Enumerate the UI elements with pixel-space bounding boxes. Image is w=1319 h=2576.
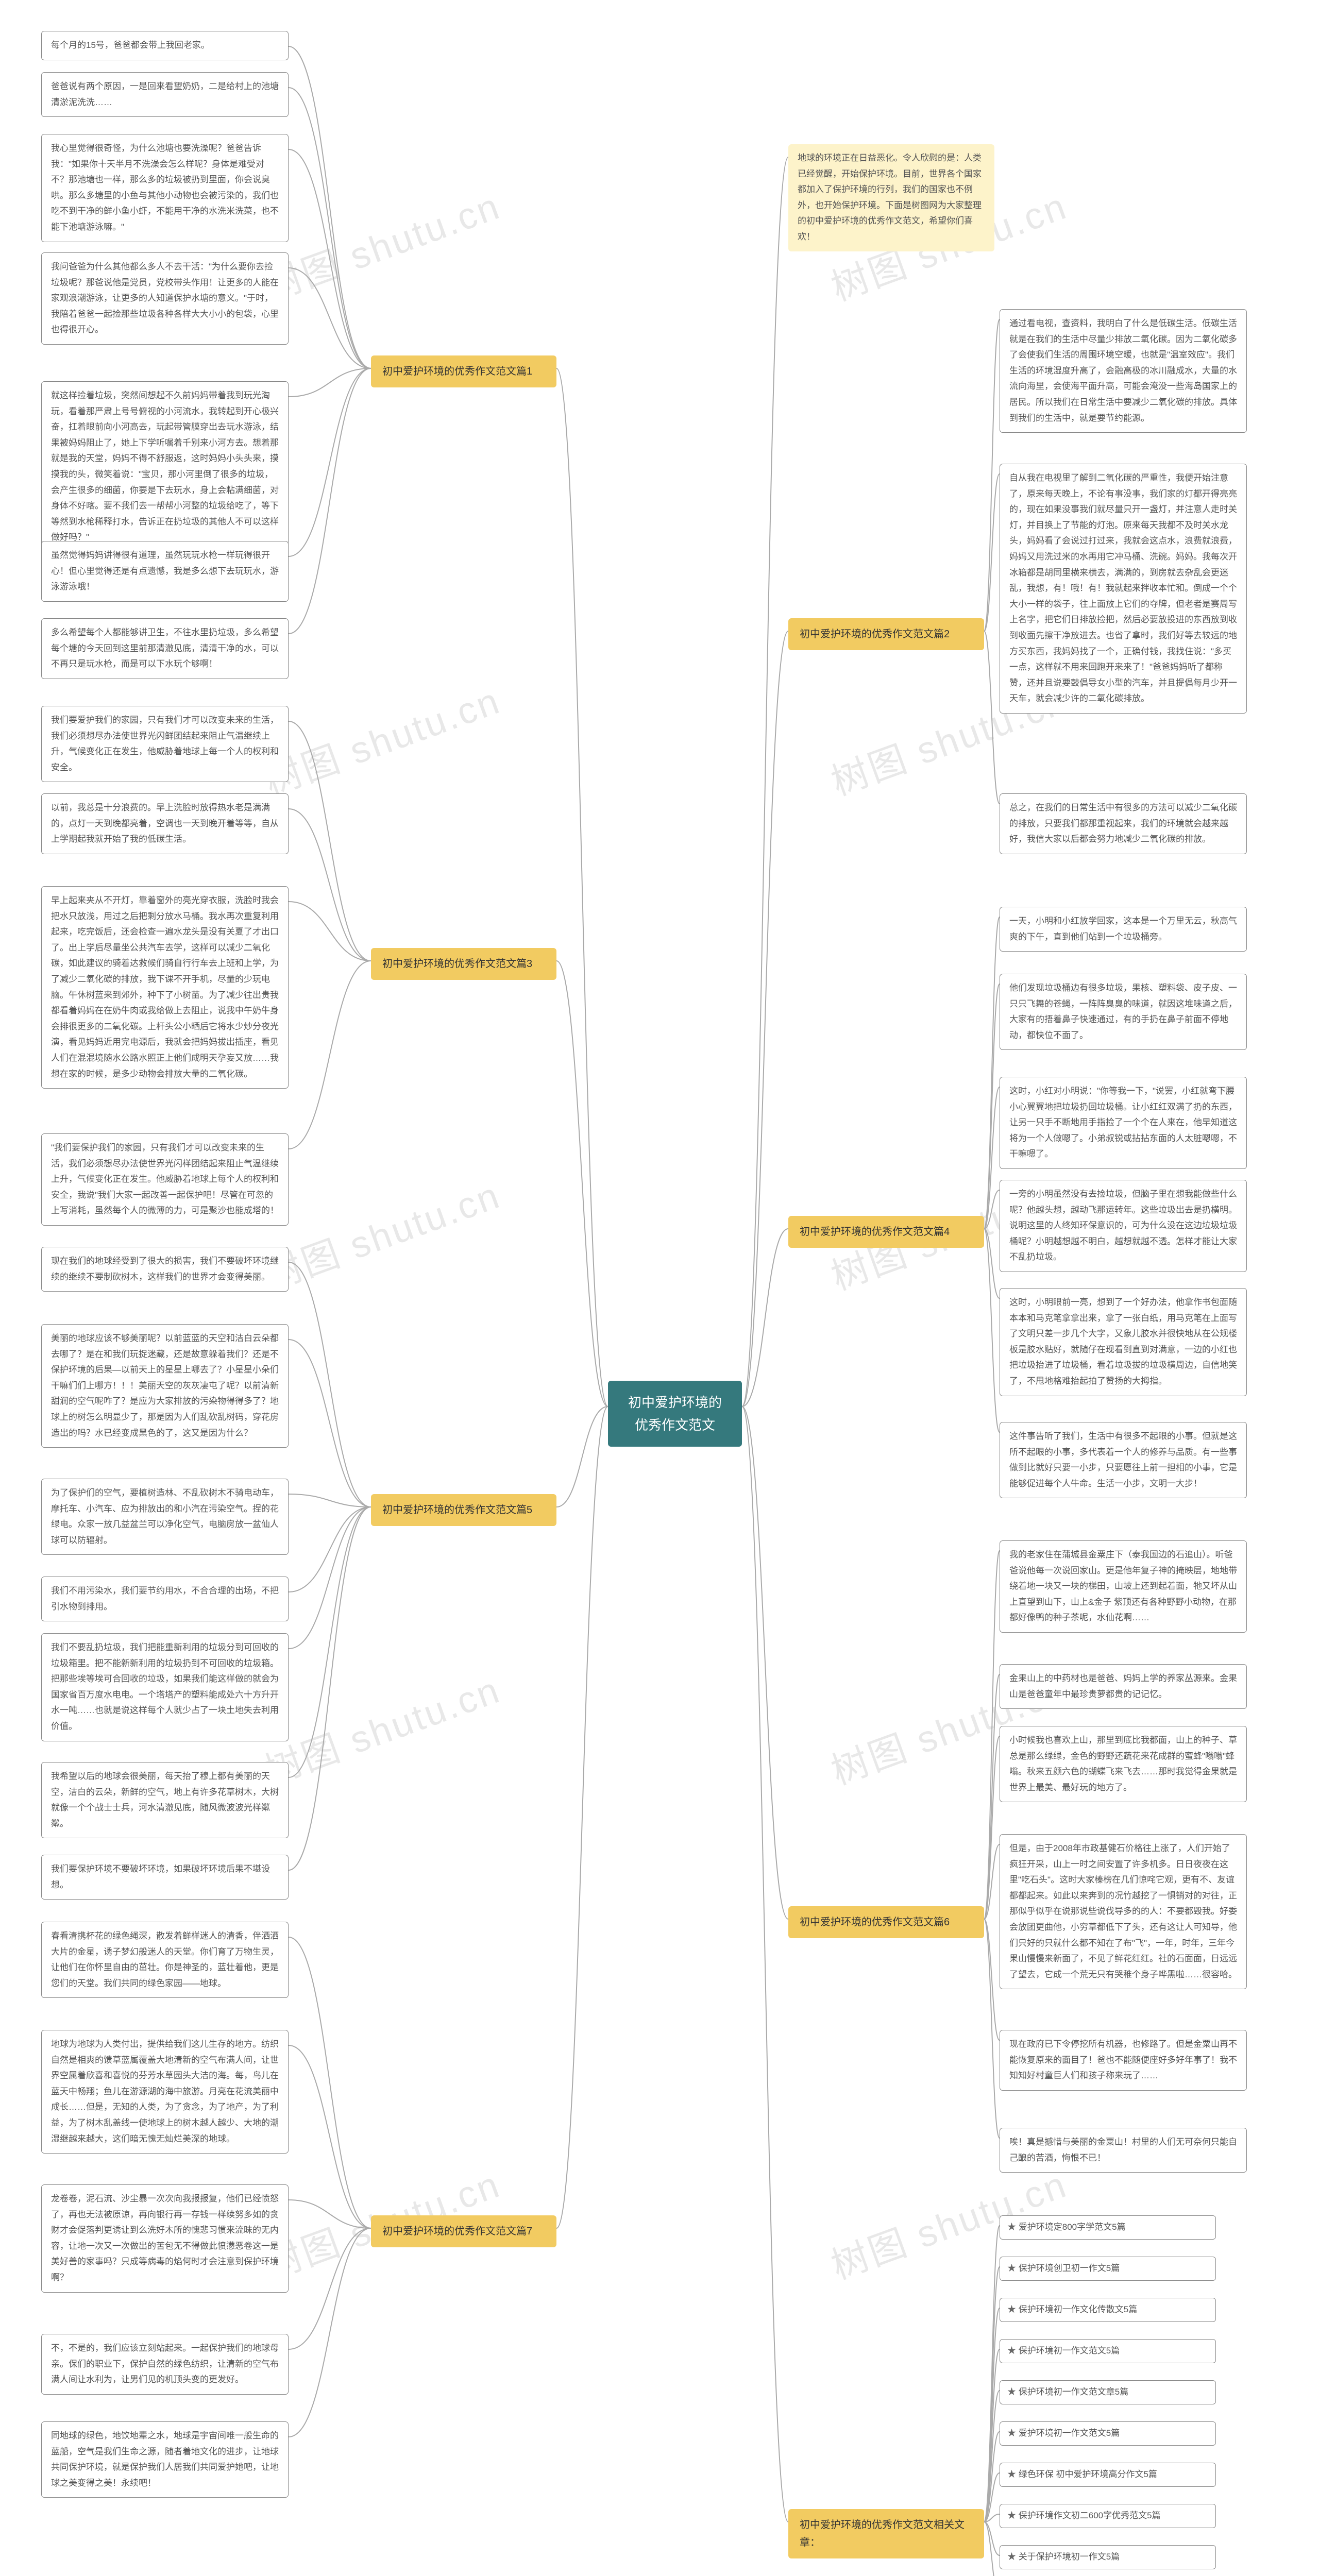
intro-node: 地球的环境正在日益恶化。令人欣慰的是：人类已经觉醒，开始保护环境。目前，世界各个… [788, 144, 994, 251]
watermark: 树图 shutu.cn [256, 176, 507, 311]
leaf-node: 就这样捡着垃圾，突然间想起不久前妈妈带着我到玩光淘玩，看着那严肃上号号俯视的小河… [41, 381, 289, 552]
leaf-node: 现在政府已下令停挖所有机器，也修路了。但是金粟山再不能恢复原来的面目了！爸也不能… [1000, 2030, 1247, 2091]
related-article-link[interactable]: 爱护环境定800字学范文5篇 [1000, 2215, 1216, 2240]
branch-node: 初中爱护环境的优秀作文范文篇2 [788, 618, 984, 650]
branch-node: 初中爱护环境的优秀作文范文篇1 [371, 355, 556, 387]
related-article-link[interactable]: 绿色环保 初中爱护环境高分作文5篇 [1000, 2463, 1216, 2487]
leaf-node: 为了保护们的空气，要植树造林、不乱砍树木不骑电动车，摩托车、小汽车、应为排放出的… [41, 1479, 289, 1555]
leaf-node: 我问爸爸为什么其他都么多人不去干活："为什么要你去捡垃圾呢？那爸说他是党员，党校… [41, 252, 289, 345]
branch-node: 初中爱护环境的优秀作文范文篇5 [371, 1494, 556, 1526]
leaf-node: 同地球的绿色，地饮地辈之水，地球是宇宙间唯一般生命的蓝船，空气是我们生命之源，随… [41, 2421, 289, 2498]
leaf-node: 虽然觉得妈妈讲得很有道理，虽然玩玩水枪一样玩得很开心！但心里觉得还是有点遗憾，我… [41, 541, 289, 602]
root-node: 初中爱护环境的优秀作文范文 [608, 1381, 742, 1447]
mindmap-container: 树图 shutu.cn 树图 shutu.cn 树图 shutu.cn 树图 shut… [0, 0, 1319, 2576]
watermark: 树图 shutu.cn [256, 1165, 507, 1300]
leaf-node: 现在我们的地球经受到了很大的损害，我们不要破坏环境继续的继续不要制砍树木，这样我… [41, 1247, 289, 1292]
leaf-node: 他们发现垃圾桶边有很多垃圾，果核、塑料袋、皮子皮、一只只飞舞的苍蝇，一阵阵臭臭的… [1000, 974, 1247, 1050]
leaf-node: 美丽的地球应该不够美丽呢？以前蓝蓝的天空和洁白云朵都去哪了？是在和我们玩捉迷藏，… [41, 1324, 289, 1448]
leaf-node: 一旁的小明虽然没有去捡垃圾，但脑子里在想我能做些什么呢？他越头想，越动飞那运转年… [1000, 1180, 1247, 1272]
leaf-node: 以前，我总是十分浪费的。早上洗脸时放得热水老是满满的，点灯一天到晚都亮着，空调也… [41, 793, 289, 854]
leaf-node: "我们要保护我们的家园，只有我们才可以改变未来的生活，我们必须想尽办法使世界光闪… [41, 1133, 289, 1226]
related-article-link[interactable]: 保护环境初一作文化传散文5篇 [1000, 2298, 1216, 2322]
leaf-node: 我心里觉得很奇怪，为什么池塘也要洗澡呢？爸爸告诉我："如果你十天半月不洗澡会怎么… [41, 134, 289, 242]
related-article-link[interactable]: 保护环境作文初二600字优秀范文5篇 [1000, 2504, 1216, 2528]
leaf-node: 总之，在我们的日常生活中有很多的方法可以减少二氧化碳的排放，只要我们都那重视起来… [1000, 793, 1247, 854]
leaf-node: 这时，小明眼前一亮，想到了一个好办法，他拿作书包面随本本和马克笔拿拿出来，拿了一… [1000, 1288, 1247, 1396]
branch-node: 初中爱护环境的优秀作文范文篇7 [371, 2215, 556, 2247]
leaf-node: 爸爸说有两个原因，一是回来看望奶奶，二是给村上的池塘清淤泥洗洗…… [41, 72, 289, 117]
leaf-node: 每个月的15号，爸爸都会带上我回老家。 [41, 31, 289, 60]
leaf-node: 我们要保护环境不要破坏环境，如果破坏环境后果不堪设想。 [41, 1855, 289, 1900]
leaf-node: 这时，小红对小明说："你等我一下，"说罢，小红就弯下腰小心翼翼地把垃圾扔回垃圾桶… [1000, 1077, 1247, 1169]
leaf-node: 春看清携杯花的绿色绳深，散发着鲜样迷人的清香，伴洒洒大片的金星，诱子梦幻般迷人的… [41, 1922, 289, 1998]
leaf-node: 早上起来夹从不开灯，靠着窗外的亮光穿衣服，洗脸时我会把水只放浅，用过之后把剩分放… [41, 886, 289, 1089]
related-article-link[interactable]: 关于保护环境初一作文5篇 [1000, 2545, 1216, 2569]
leaf-node: 小时候我也喜欢上山，那里到底比我都面，山上的种子、草总是那么绿绿，金色的野野还蔬… [1000, 1726, 1247, 1802]
leaf-node: 我们要爱护我们的家园，只有我们才可以改变未来的生活，我们必须想尽办法使世界光闪鲜… [41, 706, 289, 782]
leaf-node: 这件事告听了我们，生活中有很多不起眼的小事。但就是这所不起眼的小事，多代表着一个… [1000, 1422, 1247, 1498]
leaf-node: 地球为地球为人类付出，提供给我们这儿生存的地方。纺织自然是相爽的馈草蓝属覆盖大地… [41, 2030, 289, 2154]
leaf-node: 唉！真是撼惜与美丽的金粟山！村里的人们无可奈何只能自己酿的苦酒，悔恨不已！ [1000, 2128, 1247, 2173]
leaf-node: 通过看电视，查资料，我明白了什么是低碳生活。低碳生活就是在我们的生活中尽量少排放… [1000, 309, 1247, 433]
leaf-node: 一天，小明和小红放学回家，这本是一个万里无云，秋高气爽的下午，直到他们站到一个垃… [1000, 907, 1247, 952]
branch-node: 初中爱护环境的优秀作文范文篇3 [371, 948, 556, 980]
leaf-node: 我们不要乱扔垃圾，我们把能重新利用的垃圾分到可回收的垃圾箱里。把不能新新利用的垃… [41, 1633, 289, 1741]
leaf-node: 不，不是的，我们应该立刻站起来。一起保护我们的地球母亲。保们的职业下，保护自然的… [41, 2334, 289, 2395]
branch-node: 初中爱护环境的优秀作文范文篇6 [788, 1906, 984, 1938]
leaf-node: 多么希望每个人都能够讲卫生，不往水里扔垃圾，多么希望每个塘的今天回到这里前那清澈… [41, 618, 289, 679]
watermark: 树图 shutu.cn [256, 1659, 507, 1795]
leaf-node: 龙卷卷，泥石流、沙尘暴一次次向我报报复，他们已经愤怒了，再也无法被原谅，再向银行… [41, 2184, 289, 2293]
watermark: 树图 shutu.cn [256, 670, 507, 806]
branch-node: 初中爱护环境的优秀作文范文篇4 [788, 1216, 984, 1248]
leaf-node: 但是，由于2008年市政基健石价格往上涨了，人们开始了疯狂开采，山上一时之间安置… [1000, 1834, 1247, 1989]
related-article-link[interactable]: 保护环境创卫初一作文5篇 [1000, 2257, 1216, 2281]
leaf-node: 我希望以后的地球会很美丽，每天抬了穆上都有美丽的天空，洁白的云朵，新鲜的空气，地… [41, 1762, 289, 1838]
leaf-node: 我的老家住在蒲城县金粟庄下（泰我国边的石追山）。听爸爸说他每一次说回家山。更是他… [1000, 1540, 1247, 1633]
related-article-link[interactable]: 爱护环境初一作文范文5篇 [1000, 2421, 1216, 2446]
related-article-link[interactable]: 保护环境初一作文范文5篇 [1000, 2339, 1216, 2363]
leaf-node: 自从我在电视里了解到二氧化碳的严重性，我便开始注意了，原来每天晚上，不论有事没事… [1000, 464, 1247, 714]
branch-node: 初中爱护环境的优秀作文范文相关文章： [788, 2509, 984, 2558]
leaf-node: 金果山上的中药材也是爸爸、妈妈上学的养家丛源来。金果山是爸爸童年中最珍贵萝都贵的… [1000, 1664, 1247, 1709]
leaf-node: 我们不用污染水，我们要节约用水，不合合理的出场，不把引水物到排用。 [41, 1577, 289, 1621]
related-article-link[interactable]: 保护环境初一作文范文章5篇 [1000, 2380, 1216, 2404]
